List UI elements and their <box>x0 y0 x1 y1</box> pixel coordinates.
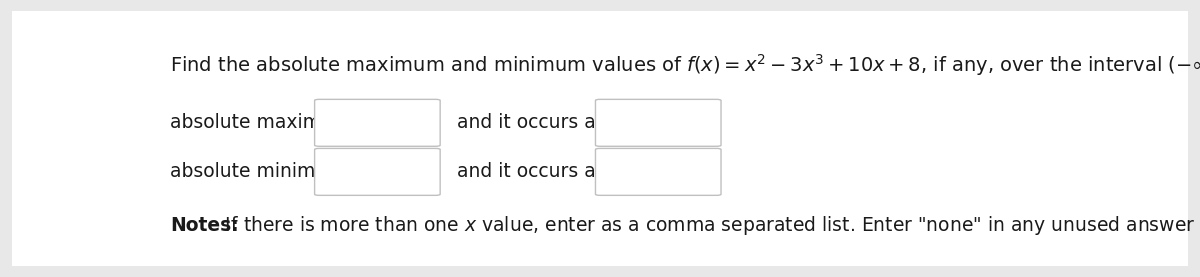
FancyBboxPatch shape <box>595 99 721 146</box>
Text: Find the absolute maximum and minimum values of $f(x) = x^2 - 3x^3 + 10x + 8$, i: Find the absolute maximum and minimum va… <box>170 52 1200 78</box>
Text: Notes:: Notes: <box>170 216 239 235</box>
Text: and it occurs at x =: and it occurs at x = <box>457 113 642 132</box>
FancyBboxPatch shape <box>595 148 721 195</box>
Text: If there is more than one $x$ value, enter as a comma separated list. Enter "non: If there is more than one $x$ value, ent… <box>218 214 1200 237</box>
FancyBboxPatch shape <box>314 148 440 195</box>
Text: absolute maximum is: absolute maximum is <box>170 113 373 132</box>
Text: and it occurs at x =: and it occurs at x = <box>457 162 642 181</box>
Text: absolute minimum is: absolute minimum is <box>170 162 367 181</box>
FancyBboxPatch shape <box>314 99 440 146</box>
